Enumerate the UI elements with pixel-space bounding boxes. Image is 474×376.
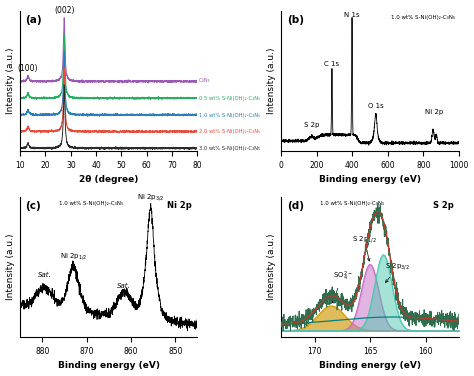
Text: S 2p: S 2p	[433, 202, 454, 211]
Text: Sat.: Sat.	[118, 283, 131, 289]
Y-axis label: Intensity (a.u.): Intensity (a.u.)	[6, 48, 15, 114]
X-axis label: Binding energy (eV): Binding energy (eV)	[319, 361, 421, 370]
Y-axis label: Intensity (a.u.): Intensity (a.u.)	[267, 234, 276, 300]
X-axis label: Binding energy (eV): Binding energy (eV)	[319, 175, 421, 184]
X-axis label: Binding energy (eV): Binding energy (eV)	[58, 361, 160, 370]
Text: O 1s: O 1s	[368, 103, 383, 109]
Text: S 2p$_{1/2}$: S 2p$_{1/2}$	[352, 234, 377, 261]
Text: 1.0 wt% S-Ni(OH)₂-C₃N₅: 1.0 wt% S-Ni(OH)₂-C₃N₅	[199, 112, 260, 118]
Text: C₃N₅: C₃N₅	[199, 78, 210, 83]
Text: 1.0 wt% S-Ni(OH)₂-C₃N₅: 1.0 wt% S-Ni(OH)₂-C₃N₅	[391, 15, 455, 20]
Text: 1.0 wt% S-Ni(OH)₂-C₃N₅: 1.0 wt% S-Ni(OH)₂-C₃N₅	[320, 202, 385, 206]
Text: C 1s: C 1s	[324, 61, 339, 67]
Text: 1.0 wt% S-Ni(OH)₂-C₃N₅: 1.0 wt% S-Ni(OH)₂-C₃N₅	[59, 202, 123, 206]
Text: 3.0 wt% S-Ni(OH)₂-C₃N₅: 3.0 wt% S-Ni(OH)₂-C₃N₅	[199, 146, 260, 151]
Text: 0.5 wt% S-Ni(OH)₂-C₃N₅: 0.5 wt% S-Ni(OH)₂-C₃N₅	[199, 96, 260, 100]
Text: (c): (c)	[26, 202, 41, 211]
Text: (002): (002)	[54, 6, 74, 15]
Text: Ni 2p$_{1/2}$: Ni 2p$_{1/2}$	[60, 252, 87, 262]
Text: SO$_4^{2-}$: SO$_4^{2-}$	[332, 270, 352, 303]
Text: 2.0 wt% S-Ni(OH)₂-C₃N₅: 2.0 wt% S-Ni(OH)₂-C₃N₅	[199, 129, 260, 134]
Text: (d): (d)	[287, 202, 304, 211]
Text: S 2p: S 2p	[303, 122, 319, 128]
Text: S 2p$_{3/2}$: S 2p$_{3/2}$	[385, 262, 410, 282]
Text: Ni 2p$_{3/2}$: Ni 2p$_{3/2}$	[137, 193, 164, 203]
Text: Ni 2p: Ni 2p	[425, 109, 443, 115]
Text: N 1s: N 1s	[344, 12, 360, 18]
Text: Ni 2p: Ni 2p	[167, 202, 192, 211]
Text: (100): (100)	[18, 64, 38, 73]
Text: (b): (b)	[287, 15, 304, 25]
X-axis label: 2θ (degree): 2θ (degree)	[79, 175, 138, 184]
Text: Sat.: Sat.	[37, 272, 51, 278]
Y-axis label: Intensity (a.u.): Intensity (a.u.)	[6, 234, 15, 300]
Text: (a): (a)	[26, 15, 42, 25]
Y-axis label: Intensity (a.u.): Intensity (a.u.)	[267, 48, 276, 114]
